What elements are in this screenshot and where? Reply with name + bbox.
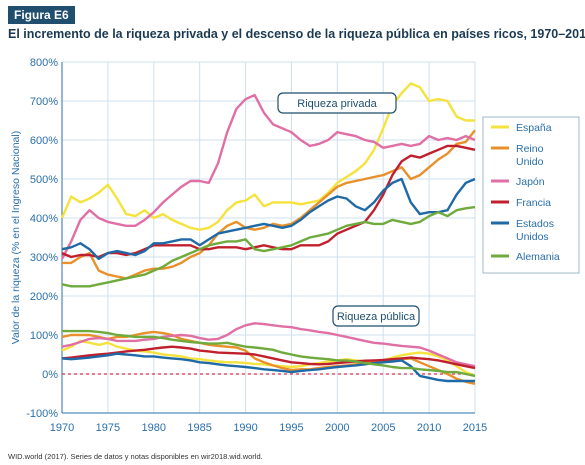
x-tick-label: 2000 [325, 422, 349, 434]
chart-title: El incremento de la riqueza privada y el… [8, 27, 585, 41]
y-tick-label: -100% [26, 408, 58, 420]
x-tick-label: 1990 [233, 422, 257, 434]
legend-label: Francia [516, 197, 551, 209]
legend-label: España [516, 122, 552, 134]
y-tick-label: 100% [30, 330, 58, 342]
legend-box [482, 116, 580, 274]
y-tick-label: 0% [42, 369, 58, 381]
x-tick-label: 1970 [50, 422, 74, 434]
legend-label: Reino [516, 143, 544, 155]
x-tick-label: 1975 [96, 422, 120, 434]
y-tick-label: 400% [30, 213, 58, 225]
y-tick-label: 500% [30, 174, 58, 186]
y-axis-label: Valor de la riqueza (% en el Ingreso Nac… [10, 131, 22, 344]
legend-label: Japón [516, 176, 545, 188]
series-line-private [61, 177, 476, 261]
legend-label: Unidos [516, 231, 549, 243]
x-tick-label: 2015 [463, 422, 487, 434]
series-line-public [62, 329, 476, 378]
x-tick-label: 1980 [142, 422, 166, 434]
annotation-label: Riqueza privada [297, 98, 377, 110]
figure-label: Figura E6 [8, 6, 75, 24]
series-line-public [61, 352, 475, 383]
y-tick-label: 200% [30, 291, 58, 303]
series-line-private [61, 205, 476, 288]
series-line-public [61, 345, 476, 370]
y-tick-label: 300% [30, 252, 58, 264]
y-tick-label: 800% [30, 57, 58, 69]
series-line-public [61, 322, 476, 368]
y-tick-label: 600% [30, 135, 58, 147]
x-tick-label: 1995 [279, 422, 303, 434]
legend-label: Unido [516, 156, 544, 168]
series-line-private [61, 144, 476, 259]
annotation-box [332, 305, 420, 327]
x-tick-label: 2005 [371, 422, 395, 434]
source-note: WID.world (2017). Series de datos y nota… [8, 452, 263, 461]
x-tick-label: 1985 [187, 422, 211, 434]
x-tick-label: 2010 [417, 422, 441, 434]
annotation-box [277, 92, 397, 114]
series-line-private [60, 93, 476, 260]
series-line-private [60, 82, 475, 231]
y-tick-label: 700% [30, 96, 58, 108]
legend-label: Alemania [516, 251, 560, 263]
annotation-label: Riqueza pública [337, 311, 416, 323]
legend-label: Estados [516, 218, 554, 230]
